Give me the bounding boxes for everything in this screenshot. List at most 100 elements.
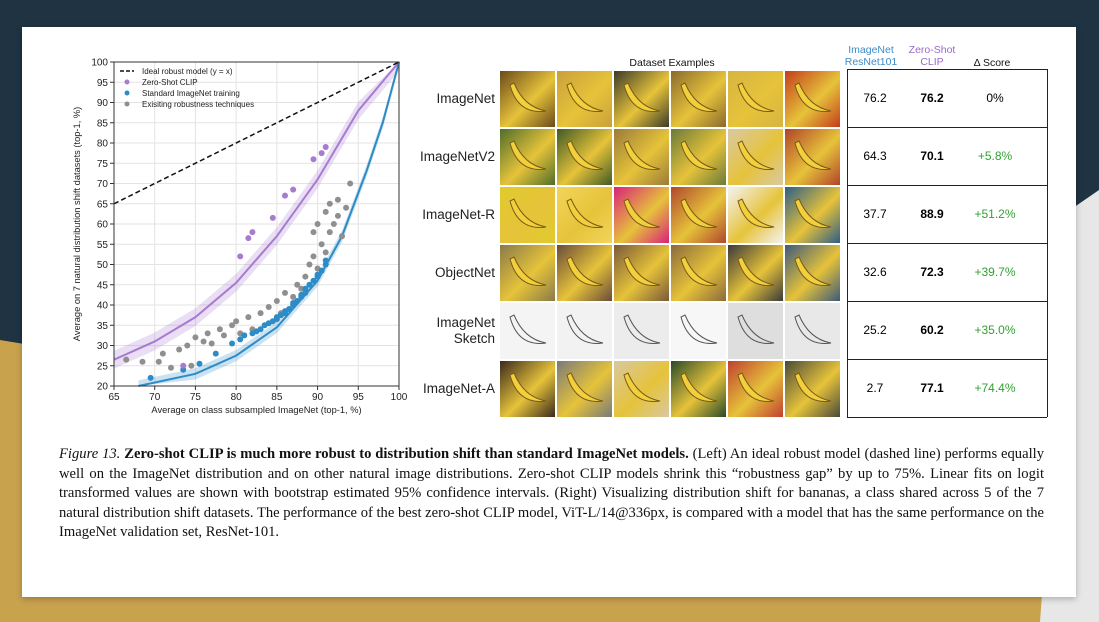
clip-point — [322, 144, 329, 151]
banana-example-image — [614, 71, 669, 127]
robustness-point — [200, 338, 207, 345]
robustness-point — [322, 249, 329, 256]
y-tick-label: 45 — [97, 280, 109, 291]
banana-shape — [509, 198, 547, 228]
y-tick-label: 30 — [97, 341, 109, 352]
banana-icon — [509, 198, 547, 228]
banana-example-image — [614, 129, 669, 185]
y-tick-label: 70 — [97, 179, 109, 190]
banana-icon — [794, 314, 832, 344]
banana-icon — [680, 256, 718, 286]
banana-example-image — [671, 71, 726, 127]
banana-icon — [737, 314, 775, 344]
row-label: ImageNet Sketch — [436, 315, 495, 346]
robustness-scatter-chart: 65 70 75 80 85 90 95 100 20 25 30 35 40 45 50 55 60 65 70 7… — [72, 58, 408, 416]
clip-point — [245, 235, 252, 242]
robustness-point — [290, 293, 297, 300]
header-resnet-line2: ResNet101 — [844, 56, 898, 68]
banana-shape — [623, 198, 661, 228]
banana-shape — [566, 198, 604, 228]
x-tick-label: 100 — [391, 392, 408, 403]
banana-example-image — [671, 187, 726, 243]
banana-icon — [566, 82, 604, 112]
legend-robustness-swatch — [124, 101, 130, 107]
y-tick-label: 50 — [97, 260, 109, 271]
banana-shape — [623, 256, 661, 286]
banana-example-image — [500, 71, 555, 127]
banana-shape — [623, 372, 661, 402]
caption-body: (Left) An ideal robust model (dashed lin… — [59, 446, 1044, 540]
banana-shape — [737, 314, 775, 344]
banana-example-image — [614, 361, 669, 417]
x-tick-label: 75 — [190, 392, 202, 403]
banana-shape — [509, 82, 547, 112]
banana-shape — [737, 140, 775, 170]
banana-example-image — [728, 129, 783, 185]
banana-shape — [737, 256, 775, 286]
robustness-point — [139, 358, 146, 365]
legend-clip-label: Zero-Shot CLIP — [142, 78, 198, 87]
robustness-point — [326, 229, 333, 236]
header-clip: Zero-Shot CLIP — [902, 44, 962, 68]
clip-score: 77.1 — [920, 381, 944, 395]
robustness-point — [176, 346, 183, 353]
robustness-point — [310, 253, 317, 260]
banana-shape — [566, 314, 604, 344]
banana-icon — [509, 372, 547, 402]
x-tick-label: 85 — [271, 392, 283, 403]
clip-fit-line — [113, 61, 400, 361]
banana-shape — [680, 314, 718, 344]
banana-icon — [794, 372, 832, 402]
table-right-border — [1047, 69, 1048, 417]
caption-title: Zero-shot CLIP is much more robust to di… — [124, 446, 689, 462]
standard-point — [322, 257, 329, 264]
standard-point — [229, 340, 236, 347]
banana-icon — [737, 372, 775, 402]
robustness-point — [168, 364, 174, 371]
y-tick-label: 95 — [97, 78, 109, 89]
resnet-score: 32.6 — [863, 265, 887, 279]
y-tick-label: 60 — [97, 220, 109, 231]
y-tick-label: 75 — [97, 159, 109, 170]
robustness-point — [306, 261, 313, 268]
resnet-score: 25.2 — [863, 323, 887, 337]
robustness-point — [314, 221, 321, 227]
clip-score: 76.2 — [920, 91, 944, 105]
y-tick-label: 80 — [97, 139, 109, 150]
delta-score: +39.7% — [974, 265, 1016, 279]
robustness-point — [330, 221, 337, 227]
x-tick-label: 95 — [353, 392, 365, 403]
clip-point — [249, 229, 256, 236]
robustness-point — [208, 340, 215, 347]
banana-shape — [509, 372, 547, 402]
header-delta-score: Δ Score — [973, 57, 1011, 69]
row-divider — [847, 417, 1047, 418]
standard-point — [310, 277, 317, 284]
banana-icon — [737, 198, 775, 228]
banana-icon — [680, 82, 718, 112]
y-tick-label: 35 — [97, 321, 109, 332]
resnet-score: 2.7 — [866, 381, 884, 395]
robustness-point — [265, 304, 272, 311]
row-label: ObjectNet — [434, 265, 495, 280]
robustness-point — [123, 356, 130, 363]
banana-shape — [794, 140, 832, 170]
banana-icon — [794, 140, 832, 170]
row-divider — [847, 243, 1047, 244]
banana-example-image — [728, 245, 783, 301]
standard-point — [314, 271, 321, 278]
x-tick-label: 70 — [149, 392, 161, 403]
clip-point — [290, 186, 297, 193]
legend-standard-label: Standard ImageNet training — [142, 89, 240, 98]
banana-shape — [737, 82, 775, 112]
resnet-score: 37.7 — [863, 207, 887, 221]
banana-shape — [566, 140, 604, 170]
banana-example-image — [557, 129, 612, 185]
legend-ideal-label: Ideal robust model (y = x) — [142, 67, 233, 76]
robustness-point — [192, 334, 199, 341]
robustness-point — [188, 362, 195, 369]
delta-score: 0% — [986, 91, 1004, 105]
robustness-point — [257, 310, 264, 317]
delta-score: +5.8% — [977, 149, 1013, 163]
row-divider — [847, 185, 1047, 186]
